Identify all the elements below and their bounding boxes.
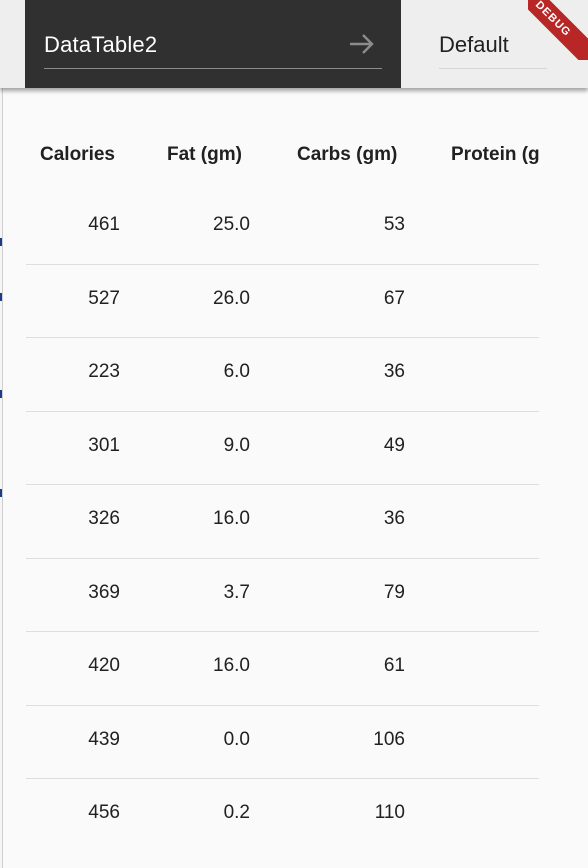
cell-calories: 420 (88, 655, 120, 676)
top-app-bar: DataTable2 Default (0, 0, 588, 88)
cell-fat: 6.0 (223, 361, 250, 382)
table-header: Calories Fat (gm) Carbs (gm) Protein (gm (26, 120, 539, 191)
cell-fat: 0.2 (223, 802, 250, 823)
column-header-protein[interactable]: Protein (gm (451, 144, 539, 165)
cell-fat: 26.0 (213, 287, 250, 309)
cell-fat: 9.0 (223, 434, 250, 456)
route-panel (25, 0, 401, 88)
cell-fat: 0.0 (223, 728, 250, 750)
debug-banner-wrap: DEBUG (528, 0, 588, 60)
cell-calories: 301 (88, 434, 120, 456)
cell-calories: 456 (88, 802, 120, 823)
cell-carbs: 49 (383, 434, 405, 456)
cell-carbs: 61 (383, 655, 405, 676)
cell-calories: 461 (88, 214, 120, 235)
cell-carbs: 106 (373, 728, 405, 750)
column-header-calories[interactable]: Calories (40, 144, 115, 165)
column-header-fat[interactable]: Fat (gm) (167, 144, 242, 165)
cell-calories: 369 (88, 581, 120, 603)
table-body: 46125.0534.952726.0677.02236.0364.03019.… (26, 191, 539, 853)
cell-calories: 223 (88, 361, 120, 382)
cell-carbs: 36 (383, 361, 405, 382)
go-button[interactable] (344, 28, 380, 60)
arrow-forward-icon (350, 34, 374, 54)
cell-carbs: 36 (383, 508, 405, 529)
cell-carbs: 53 (383, 214, 405, 235)
data-table: Calories Fat (gm) Carbs (gm) Protein (gm… (26, 120, 539, 853)
column-header-carbs[interactable]: Carbs (gm) (297, 144, 398, 165)
background-mark (0, 489, 2, 497)
cell-carbs: 110 (374, 802, 405, 823)
debug-banner: DEBUG (528, 0, 588, 60)
route-input[interactable]: DataTable2 (44, 32, 158, 57)
cell-fat: 16.0 (213, 655, 250, 676)
route-input-underline (44, 68, 382, 69)
background-mark (0, 238, 2, 246)
cell-fat: 3.7 (223, 581, 250, 603)
cell-carbs: 67 (383, 287, 405, 309)
cell-calories: 527 (88, 287, 120, 309)
background-page-edge (0, 0, 3, 868)
cell-fat: 25.0 (213, 214, 250, 235)
background-mark (0, 293, 2, 301)
table-viewport[interactable]: Calories Fat (gm) Carbs (gm) Protein (gm… (0, 0, 539, 868)
cell-fat: 16.0 (213, 508, 250, 529)
variant-dropdown-underline (439, 68, 547, 69)
variant-dropdown[interactable]: Default (439, 32, 509, 57)
cell-carbs: 79 (383, 581, 405, 603)
cell-calories: 439 (88, 728, 120, 750)
cell-calories: 326 (88, 508, 120, 529)
background-mark (0, 390, 2, 398)
